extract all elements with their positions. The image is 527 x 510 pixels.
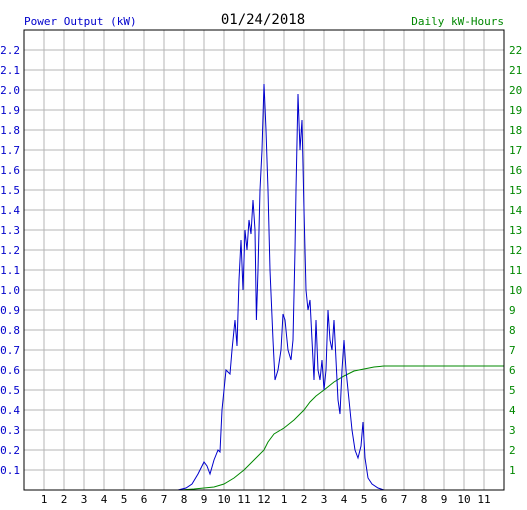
right-tick-label: 7	[509, 344, 516, 357]
left-tick-label: 0.8	[0, 324, 20, 337]
x-tick-label: 11	[237, 493, 250, 506]
left-tick-label: 1.9	[0, 104, 20, 117]
x-tick-label: 10	[457, 493, 470, 506]
x-tick-label: 3	[81, 493, 88, 506]
right-tick-label: 20	[509, 84, 522, 97]
right-tick-label: 12	[509, 244, 522, 257]
left-tick-label: 0.1	[0, 464, 20, 477]
x-tick-label: 2	[61, 493, 68, 506]
left-tick-label: 0.4	[0, 404, 20, 417]
x-axis-ticks: 1 2 3 4 5 6 7 8 9 10 11 12 1 2 3 4 5 6 7 8 9 10 11	[41, 493, 491, 506]
right-tick-label: 1	[509, 464, 516, 477]
left-tick-label: 0.9	[0, 304, 20, 317]
right-tick-label: 4	[509, 404, 516, 417]
left-axis-ticks: 0.1 0.2 0.3 0.4 0.5 0.6 0.7 0.8 0.9 1.0 1.1 1.2 1.3 1…	[0, 44, 20, 477]
left-tick-label: 1.0	[0, 284, 20, 297]
right-tick-label: 19	[509, 104, 522, 117]
x-tick-label: 11	[477, 493, 490, 506]
left-tick-label: 0.6	[0, 364, 20, 377]
x-tick-label: 9	[201, 493, 208, 506]
right-tick-label: 6	[509, 364, 516, 377]
x-tick-label: 5	[361, 493, 368, 506]
left-tick-label: 1.6	[0, 164, 20, 177]
x-tick-label: 12	[257, 493, 270, 506]
daily-energy-line	[24, 365, 504, 491]
right-tick-label: 5	[509, 384, 516, 397]
plot-frame	[23, 29, 505, 491]
left-tick-label: 2.1	[0, 64, 20, 77]
left-tick-label: 1.5	[0, 184, 20, 197]
x-tick-label: 7	[161, 493, 168, 506]
left-axis-label: Power Output (kW)	[24, 15, 137, 28]
right-axis-label: Daily kW-Hours	[411, 15, 504, 28]
left-tick-label: 1.2	[0, 244, 20, 257]
right-tick-label: 13	[509, 224, 522, 237]
right-tick-label: 2	[509, 444, 516, 457]
left-tick-label: 0.5	[0, 384, 20, 397]
x-tick-label: 4	[101, 493, 108, 506]
right-tick-label: 15	[509, 184, 522, 197]
left-tick-label: 1.7	[0, 144, 20, 157]
x-tick-label: 1	[281, 493, 288, 506]
left-tick-label: 1.8	[0, 124, 20, 137]
left-tick-label: 0.3	[0, 424, 20, 437]
x-tick-label: 7	[401, 493, 408, 506]
right-tick-label: 16	[509, 164, 522, 177]
left-tick-label: 1.4	[0, 204, 20, 217]
x-tick-label: 6	[141, 493, 148, 506]
x-tick-label: 8	[421, 493, 428, 506]
chart-date: 01/24/2018	[221, 12, 305, 28]
right-tick-label: 3	[509, 424, 516, 437]
right-tick-label: 11	[509, 264, 522, 277]
left-tick-label: 2.0	[0, 84, 20, 97]
right-tick-label: 14	[509, 204, 523, 217]
right-tick-label: 9	[509, 304, 516, 317]
right-tick-label: 22	[509, 44, 522, 57]
right-tick-label: 8	[509, 324, 516, 337]
left-tick-label: 1.1	[0, 264, 20, 277]
right-tick-label: 18	[509, 124, 522, 137]
x-tick-label: 5	[121, 493, 128, 506]
right-tick-label: 21	[509, 64, 522, 77]
x-tick-label: 3	[321, 493, 328, 506]
left-tick-label: 2.2	[0, 44, 20, 57]
x-tick-label: 8	[181, 493, 188, 506]
left-tick-label: 0.2	[0, 444, 20, 457]
x-tick-label: 4	[341, 493, 348, 506]
x-tick-label: 2	[301, 493, 308, 506]
power-output-line	[24, 83, 504, 491]
x-tick-label: 9	[441, 493, 448, 506]
x-tick-label: 1	[41, 493, 48, 506]
left-tick-label: 1.3	[0, 224, 20, 237]
x-tick-label: 6	[381, 493, 388, 506]
x-tick-label: 10	[217, 493, 230, 506]
left-tick-label: 0.7	[0, 344, 20, 357]
right-tick-label: 10	[509, 284, 522, 297]
right-tick-label: 17	[509, 144, 522, 157]
